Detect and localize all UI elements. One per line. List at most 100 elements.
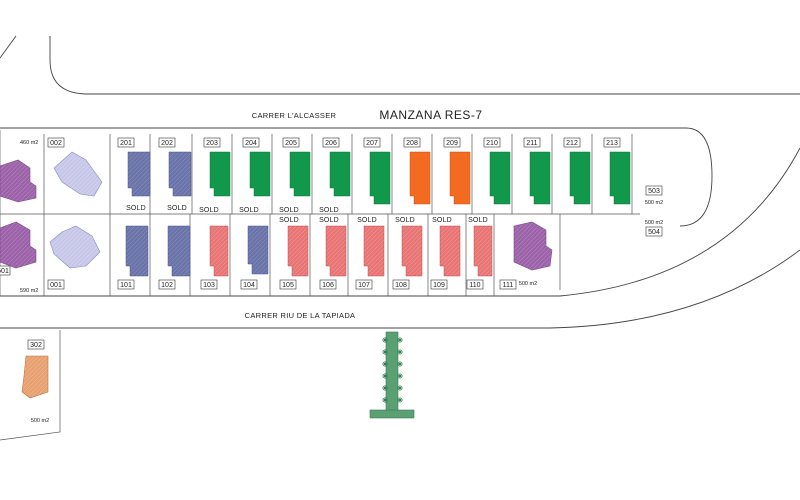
top-row: 201 SOLD 202 SOLD 203 SOLD 204 SOLD 205 … (117, 137, 663, 214)
plot-207[interactable]: 207 (363, 137, 391, 205)
plot-210[interactable]: 210 (483, 137, 511, 205)
plot-204-status: SOLD (239, 207, 259, 214)
street-label-south: CARRER RIU DE LA TAPIADA (245, 311, 356, 320)
plot-109[interactable]: SOLD 109 (430, 217, 461, 290)
plot-201-house (127, 151, 151, 197)
plot-001-number: 001 (50, 282, 62, 289)
plot-108-status: SOLD (395, 217, 415, 224)
plot-205-house (289, 151, 311, 197)
plot-211-house (529, 151, 551, 205)
plot-108[interactable]: SOLD 108 (392, 217, 423, 290)
plot-302-number: 302 (30, 342, 42, 349)
plot-104-house (247, 225, 269, 275)
plot-103-house (209, 225, 229, 277)
block-title: MANZANA RES-7 (379, 108, 482, 122)
plot-108-box (392, 279, 410, 290)
plot-105-box (279, 279, 297, 290)
plot-211-number: 211 (526, 140, 537, 147)
plot-105[interactable]: SOLD 105 (279, 217, 309, 290)
plot-501[interactable]: 501 (0, 221, 37, 276)
plot-109-number: 109 (433, 282, 445, 289)
plot-106[interactable]: SOLD 106 (319, 217, 347, 290)
plot-002[interactable]: 460 m2 002 (20, 137, 103, 197)
block-outline (0, 130, 640, 441)
plot-209-box (443, 137, 461, 148)
plot-202-house (168, 151, 192, 197)
plot-002-area: 460 m2 (20, 140, 38, 146)
plot-105-status: SOLD (279, 217, 299, 224)
plot-504[interactable]: 500 m2 504 (645, 220, 663, 237)
plot-206-box (322, 137, 340, 148)
road-lines (0, 35, 800, 329)
plot-101[interactable]: 101 (117, 225, 149, 290)
plot-207-box (363, 137, 381, 148)
plot-501-house (0, 221, 37, 269)
plot-211[interactable]: 211 (523, 137, 551, 205)
plot-504-number: 504 (648, 229, 660, 236)
plot-201[interactable]: 201 SOLD (117, 137, 151, 212)
plot-204[interactable]: 204 SOLD (239, 137, 271, 214)
plot-101-number: 101 (120, 282, 132, 289)
plot-206-number: 206 (325, 140, 337, 147)
plot-501-number: 501 (0, 268, 9, 275)
plot-205[interactable]: 205 SOLD (279, 137, 311, 214)
plot-204-box (242, 137, 260, 148)
plot-504-area: 500 m2 (645, 220, 663, 226)
plot-207-house (369, 151, 391, 205)
plot-108-number: 108 (395, 282, 407, 289)
plot-001-house (49, 225, 101, 269)
plot-109-house (439, 225, 461, 277)
plot-213-house (609, 151, 631, 205)
bottom-row: 101 102 103 104 SOLD 105 SOLD 106 (117, 217, 663, 290)
plot-111-house (513, 221, 553, 271)
plot-203-house (209, 151, 231, 197)
plot-104[interactable]: 104 (240, 225, 269, 290)
plot-109-box (430, 279, 448, 290)
plot-212[interactable]: 212 (563, 137, 591, 205)
plot-503[interactable]: 503 500 m2 (645, 185, 663, 206)
plot-111[interactable]: 111 500 m2 (499, 221, 553, 290)
plot-102[interactable]: 102 (158, 225, 191, 290)
plot-107-number: 107 (358, 282, 370, 289)
plot-213-number: 213 (606, 140, 618, 147)
plot-102-box (158, 279, 176, 290)
plot-103[interactable]: 103 (200, 225, 229, 290)
plot-107-house (363, 225, 385, 277)
plot-503-box (645, 185, 663, 196)
plot-206-status: SOLD (319, 207, 339, 214)
plot-107-box (355, 279, 373, 290)
street-label-north: CARRER L'ALCASSER (252, 111, 337, 120)
tree-icons (382, 337, 403, 403)
plot-208-house (409, 151, 431, 205)
plot-102-house (167, 225, 191, 277)
plot-201-box (117, 137, 135, 148)
plot-204-house (249, 151, 271, 197)
plot-503-area: 500 m2 (645, 200, 663, 206)
plot-107[interactable]: SOLD 107 (355, 217, 385, 290)
plot-002-house (53, 151, 103, 197)
plot-210-house (489, 151, 511, 205)
plot-203[interactable]: 203 SOLD (199, 137, 231, 214)
plot-202[interactable]: 202 SOLD (158, 137, 192, 212)
plot-212-house (569, 151, 591, 205)
plot-203-number: 203 (206, 140, 218, 147)
plot-212-box (563, 137, 581, 148)
plot-302[interactable]: 302 500 m2 (21, 339, 49, 424)
plot-002-number: 002 (50, 140, 62, 147)
plot-213[interactable]: 213 (603, 137, 631, 205)
plot-205-box (282, 137, 300, 148)
plot-001[interactable]: 001 590 m2 (20, 225, 101, 294)
plot-206[interactable]: 206 SOLD (319, 137, 351, 214)
plot-109-status: SOLD (432, 217, 452, 224)
plot-209[interactable]: 209 (443, 137, 471, 205)
plot-106-number: 106 (322, 282, 334, 289)
plot-204-number: 204 (245, 140, 257, 147)
plot-202-number: 202 (161, 140, 173, 147)
plot-unnumbered-house[interactable] (0, 159, 37, 203)
plot-208[interactable]: 208 (403, 137, 431, 205)
plot-107-status: SOLD (357, 217, 377, 224)
plot-110[interactable]: SOLD 110 (466, 217, 493, 290)
plot-106-box (319, 279, 337, 290)
